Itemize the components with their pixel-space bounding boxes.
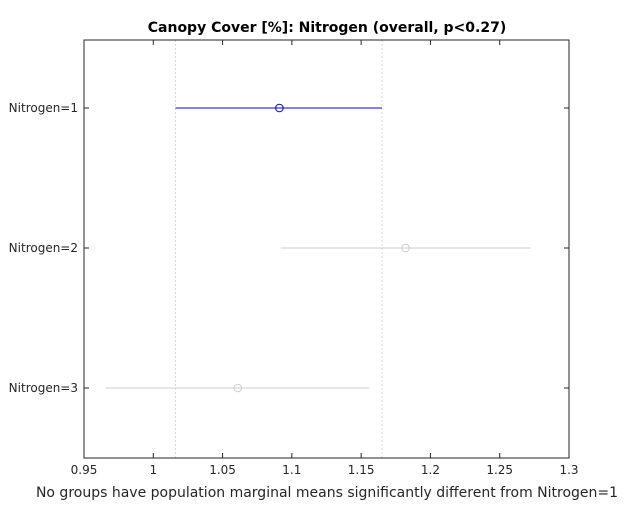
- x-tick-label: 1.1: [282, 463, 301, 477]
- interval-bars: [106, 103, 531, 393]
- y-tick-label: Nitrogen=2: [9, 241, 78, 255]
- x-tick-label: 1.05: [209, 463, 236, 477]
- x-tick-label: 0.95: [71, 463, 98, 477]
- plot-area-frame: [83, 39, 570, 459]
- mean-marker-3: [233, 383, 243, 393]
- y-tick-label: Nitrogen=3: [9, 381, 78, 395]
- x-tick-label: 1.3: [559, 463, 578, 477]
- axis-ticks: [83, 40, 570, 458]
- x-tick-label: 1.2: [421, 463, 440, 477]
- chart-title: Canopy Cover [%]: Nitrogen (overall, p<0…: [148, 20, 506, 36]
- x-tick-label: 1.15: [348, 463, 375, 477]
- mean-marker-2: [401, 243, 410, 253]
- mean-marker-1: [275, 103, 284, 113]
- x-tick-label: 1.25: [486, 463, 513, 477]
- y-tick-label: Nitrogen=1: [9, 101, 78, 115]
- x-tick-labels: 0.95 1 1.05 1.1 1.15 1.2 1.25 1.3: [71, 463, 579, 477]
- x-tick-label: 1: [149, 463, 157, 477]
- y-tick-labels: Nitrogen=1 Nitrogen=2 Nitrogen=3: [9, 101, 78, 395]
- x-axis-label: No groups have population marginal means…: [36, 485, 618, 501]
